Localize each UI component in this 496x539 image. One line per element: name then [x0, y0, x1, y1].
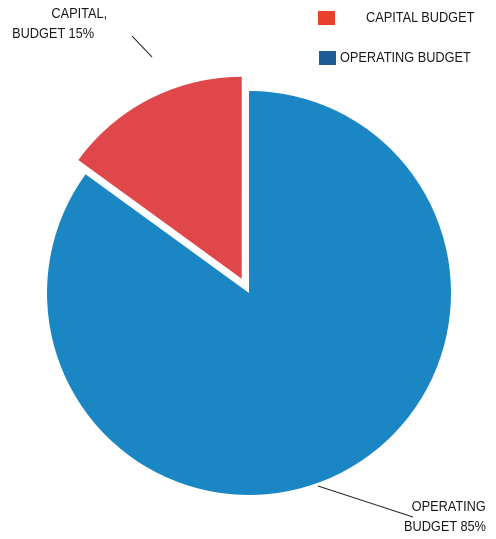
operating-label-line2: BUDGET 85% — [404, 518, 486, 535]
legend-swatch-operating-budget — [319, 51, 336, 65]
capital-data-label: CAPITAL, BUDGET 15% — [12, 4, 124, 44]
operating-leader-line — [317, 485, 414, 518]
legend-label-operating-budget: OPERATING BUDGET — [340, 49, 471, 66]
operating-data-label: OPERATING BUDGET 85% — [404, 497, 496, 537]
pie-slice-operating-budget — [47, 91, 452, 495]
legend-swatch-capital-budget — [318, 11, 335, 25]
capital-leader-line — [131, 35, 153, 58]
capital-label-line1: CAPITAL, — [51, 5, 108, 22]
operating-label-line1: OPERATING — [411, 498, 486, 515]
capital-label-line2: BUDGET 15% — [12, 25, 95, 42]
pie-slice-capital-budget — [78, 76, 242, 279]
legend-label-capital-budget: CAPITAL BUDGET — [366, 9, 475, 26]
